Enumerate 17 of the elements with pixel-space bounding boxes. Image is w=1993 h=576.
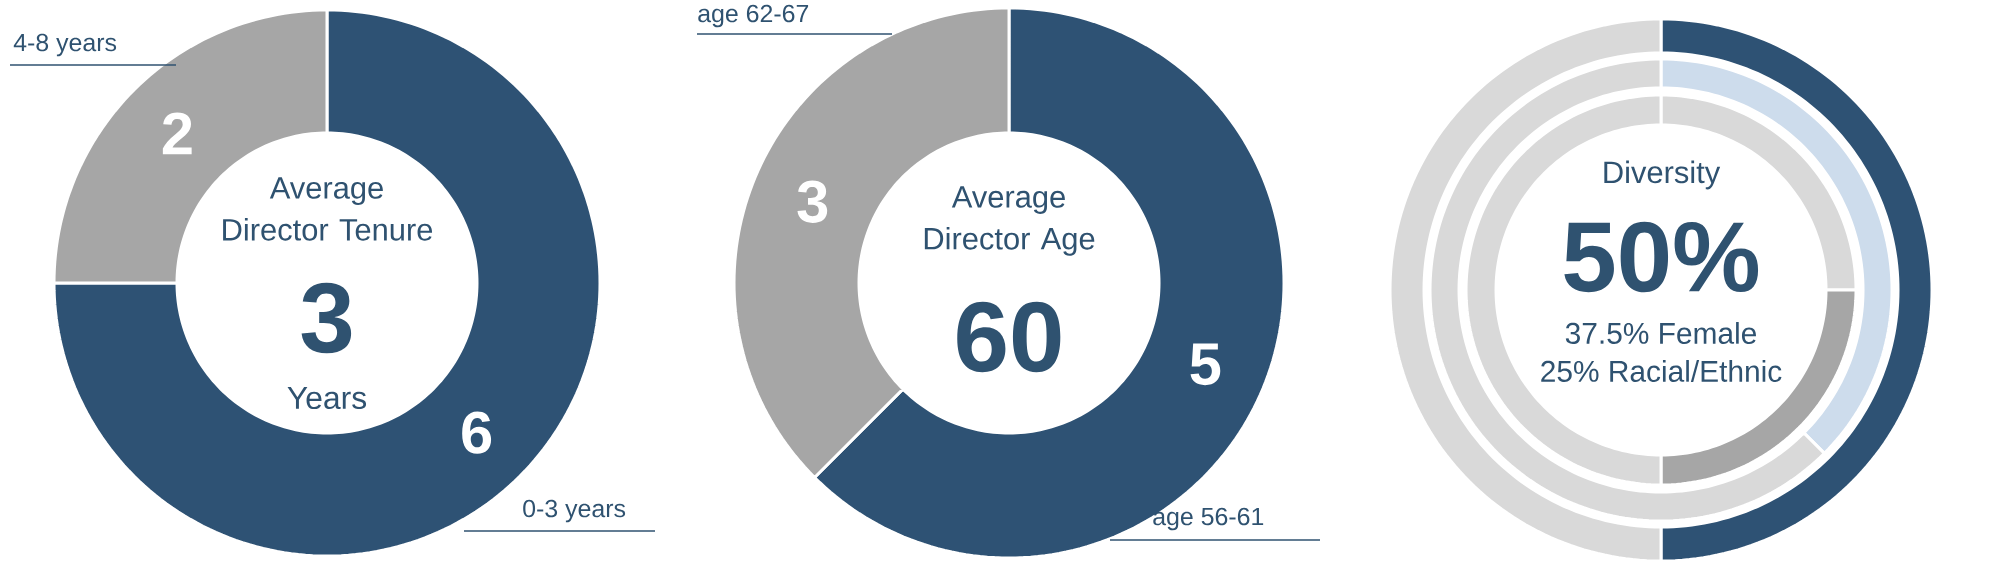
- slice-label: age 56-61: [1153, 507, 1264, 531]
- text: Years: [287, 386, 367, 410]
- text: 25% Racial/Ethnic: [1541, 360, 1782, 382]
- data-label: 2: [162, 112, 192, 155]
- slice-label: age 62-67: [698, 4, 809, 28]
- slice-label: 0-3 years: [523, 499, 626, 523]
- data-label: 6: [462, 411, 492, 454]
- text: 37.5% Female: [1565, 322, 1756, 344]
- text: 3: [301, 282, 352, 354]
- text: 50%: [1564, 221, 1759, 293]
- text: Average Director Tenure: [223, 177, 433, 241]
- data-label: 3: [797, 180, 828, 223]
- text: Average Director Age: [924, 186, 1095, 256]
- text: 60: [957, 301, 1061, 373]
- slice-label: 4-8 years: [13, 33, 117, 57]
- data-label: 5: [1190, 343, 1221, 386]
- text: Diversity: [1604, 160, 1721, 190]
